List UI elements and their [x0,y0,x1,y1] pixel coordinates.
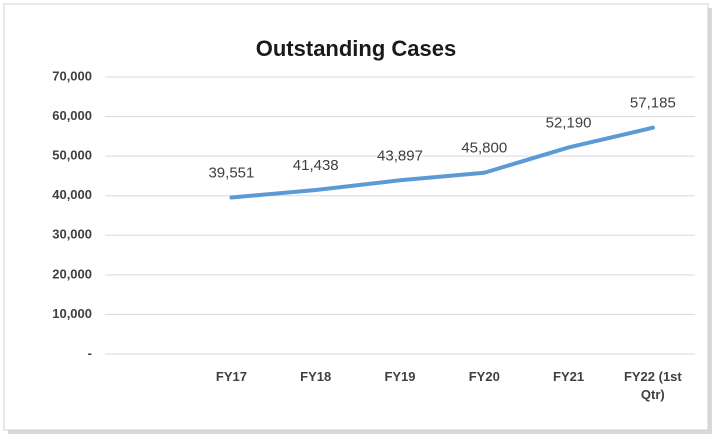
data-label: 52,190 [546,114,592,131]
x-tick-label-box: FY20 [468,369,500,384]
data-label: 41,438 [293,157,339,174]
x-tick-label: FY21 [553,369,585,384]
chart-title: Outstanding Cases [256,36,456,61]
y-tick-label: - [88,345,92,360]
x-tick-label-box: FY21 [553,369,585,384]
data-label: 43,897 [377,147,423,164]
x-tick-label: FY18 [300,369,332,384]
y-tick-label: 30,000 [52,227,92,242]
line [229,125,655,200]
y-tick-label: 50,000 [52,148,92,163]
x-tick-label-box: FY19 [384,369,416,384]
x-tick-label: FY17 [215,369,247,384]
y-tick-label: 60,000 [52,108,92,123]
y-tick-label: 10,000 [52,306,92,321]
data-label: 57,185 [630,95,676,112]
x-tick-label-box: FY18 [300,369,332,384]
data-label: 45,800 [461,140,507,157]
x-tick-label: FY19 [384,369,416,384]
x-tick-label-box: FY22 (1st Qtr) [623,369,682,402]
data-label: 39,551 [208,164,254,181]
x-tick-label: FY20 [468,369,500,384]
y-tick-label: 20,000 [52,266,92,281]
x-tick-label: FY22 (1st Qtr) [623,369,682,402]
chart-frame [3,3,709,431]
y-tick-label: 40,000 [52,187,92,202]
x-tick-label-box: FY17 [215,369,247,384]
y-tick-label: 70,000 [52,68,92,83]
